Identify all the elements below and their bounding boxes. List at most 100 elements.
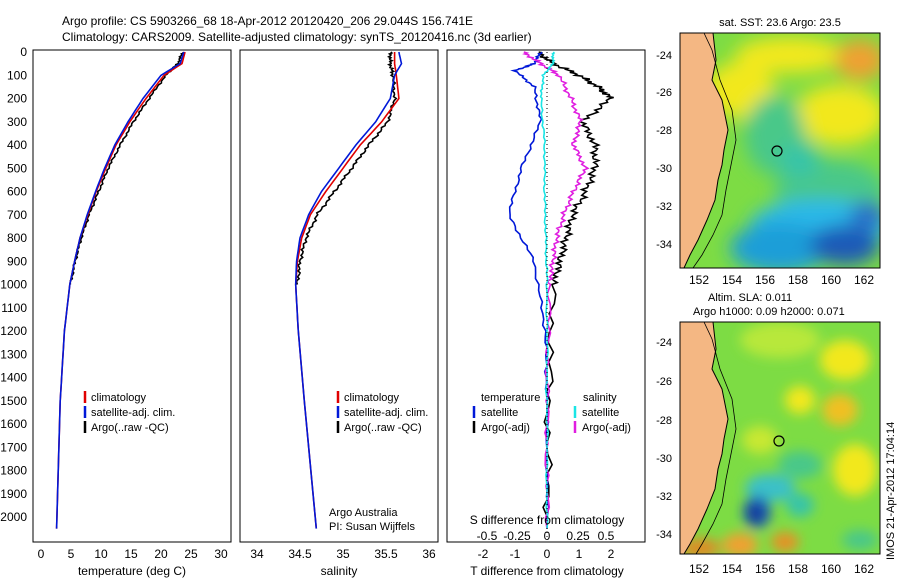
temp-xtick: 20 (154, 547, 168, 561)
lat-tick: -32 (656, 491, 672, 503)
depth-tick: 1100 (1, 301, 27, 315)
sst-argo-marker (771, 145, 783, 157)
depth-tick: 0 (20, 45, 27, 59)
temperature-legend: climatology satellite-adj. clim. Argo(..… (83, 391, 175, 434)
lon-tick: 160 (821, 273, 841, 287)
sst-isobath (692, 33, 737, 268)
salinity-panel-frame (239, 49, 439, 543)
sst-map (680, 33, 880, 268)
sal-satellite-difference-line (539, 51, 556, 529)
title-line2: Climatology: CARS2009. Satellite-adjuste… (62, 30, 532, 44)
temp-xtick: 10 (94, 547, 108, 561)
depth-tick: 200 (7, 92, 27, 106)
difference-curves (508, 51, 614, 529)
lon-tick: 156 (755, 562, 775, 576)
temperature-xticks: 0 5 10 15 20 25 30 (38, 547, 228, 561)
lon-tick: 152 (689, 273, 709, 287)
lon-tick: 158 (788, 562, 808, 576)
sst-coastline (683, 33, 729, 268)
temp-xtick: 5 (68, 547, 75, 561)
t-diff-tick: 0 (544, 547, 551, 561)
depth-tick: 400 (7, 138, 27, 152)
lat-tick: -28 (656, 415, 672, 427)
s-diff-tick: -0.5 (477, 529, 498, 543)
depth-tick: 800 (7, 231, 27, 245)
depth-tick: 1400 (0, 371, 27, 385)
s-diff-tick: 0.25 (566, 529, 590, 543)
temp-xtick: 0 (38, 547, 45, 561)
depth-tick: 1500 (0, 394, 27, 408)
legend-label: Argo(-adj) (481, 422, 530, 434)
s-difference-ticks: -0.5 -0.25 0 0.25 0.5 (477, 529, 615, 543)
depth-tick: 900 (7, 254, 27, 268)
imos-watermark: IMOS 21-Apr-2012 17:04:14 (885, 422, 897, 560)
lon-tick: 162 (854, 562, 874, 576)
lat-tick: -26 (656, 376, 672, 388)
sst-map-title: sat. SST: 23.6 Argo: 23.5 (719, 17, 841, 29)
s-difference-label: S difference from climatology (470, 513, 625, 527)
salinity-xticks: 34 34.5 35 35.5 36 (250, 547, 436, 561)
depth-tick: 1700 (0, 440, 27, 454)
temp-argo-difference-line (537, 51, 614, 529)
temp-xtick: 15 (124, 547, 138, 561)
lat-tick: -30 (656, 163, 672, 175)
sla-map (680, 322, 880, 554)
depth-tick: 1200 (0, 324, 27, 338)
legend-label: satellite-adj. clim. (344, 407, 428, 419)
lat-tick: -26 (656, 87, 672, 99)
sst-map-frame (679, 32, 881, 269)
sla-coastline (683, 322, 729, 554)
t-diff-tick: 2 (608, 547, 615, 561)
lon-tick: 156 (755, 273, 775, 287)
legend-title-temperature: temperature (481, 392, 540, 404)
lat-tick: -32 (656, 201, 672, 213)
sst-land (680, 33, 728, 268)
temperature-curves (55, 51, 186, 529)
sal-xtick: 35 (336, 547, 350, 561)
lat-tick: -34 (656, 529, 672, 541)
sla-lon-ticks: 152 154 156 158 160 162 (689, 562, 874, 576)
depth-tick: 2000 (0, 510, 27, 524)
lon-tick: 160 (821, 562, 841, 576)
s-diff-tick: 0.5 (598, 529, 615, 543)
depth-tick: 300 (7, 115, 27, 129)
sal-xtick: 35.5 (374, 547, 398, 561)
depth-tick: 1900 (0, 487, 27, 501)
argo-salinity-line (295, 51, 398, 285)
s-diff-tick: 0 (544, 529, 551, 543)
depth-tick: 1800 (0, 464, 27, 478)
temp-xtick: 25 (184, 547, 198, 561)
legend-label: climatology (344, 392, 400, 404)
sla-map-frame (679, 321, 881, 555)
title-line1: Argo profile: CS 5903266_68 18-Apr-2012 … (62, 14, 473, 28)
depth-tick: 500 (7, 161, 27, 175)
depth-tick: 1300 (0, 347, 27, 361)
legend-label: satellite (481, 407, 518, 419)
argo-temperature-line (69, 51, 185, 285)
lat-tick: -34 (656, 239, 672, 251)
lon-tick: 158 (788, 273, 808, 287)
sal-xtick: 34 (250, 547, 264, 561)
difference-xlabel: T difference from climatology (470, 564, 624, 578)
sla-map-title-2: Argo h1000: 0.09 h2000: 0.071 (693, 306, 845, 318)
t-difference-ticks: -2 -1 0 1 2 (478, 547, 615, 561)
lat-tick: -30 (656, 453, 672, 465)
t-diff-tick: -2 (478, 547, 489, 561)
satellite-temperature-line (55, 51, 185, 529)
credit-line1: Argo Australia (329, 507, 398, 519)
climatology-salinity-line (294, 52, 400, 529)
salinity-xlabel: salinity (321, 564, 358, 578)
sla-argo-marker (773, 435, 785, 447)
depth-tick: 100 (7, 68, 27, 82)
lat-tick: -28 (656, 125, 672, 137)
sla-isobath (695, 322, 737, 554)
legend-title-salinity: salinity (583, 392, 617, 404)
lon-tick: 162 (854, 273, 874, 287)
sla-land (680, 322, 728, 554)
legend-label: Argo(-adj) (582, 422, 631, 434)
legend-label: Argo(..raw -QC) (344, 422, 422, 434)
credit-line2: PI: Susan Wijffels (329, 521, 415, 533)
legend-label: satellite (582, 407, 619, 419)
sal-xtick: 36 (422, 547, 436, 561)
